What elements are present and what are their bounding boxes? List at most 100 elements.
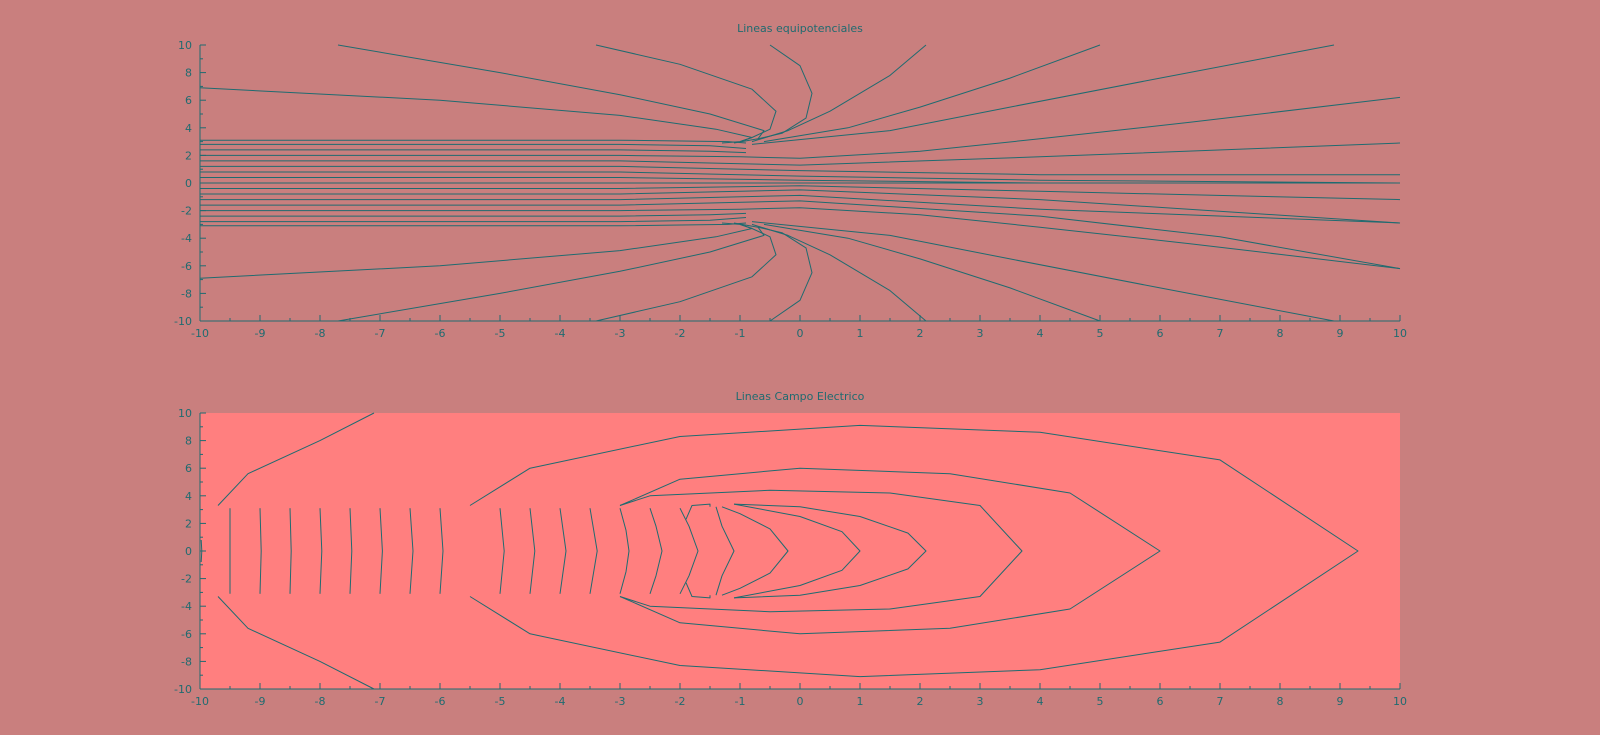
plot-2-series-line-6 (409, 508, 414, 594)
plot-2-x-tick-label: 6 (1157, 695, 1164, 708)
plot-1-series-line-2 (200, 149, 747, 154)
plot-2-x-tick-label: -10 (191, 695, 209, 708)
plot-2-y-tick-label: 2 (185, 517, 192, 530)
plot-2-series-line-14 (679, 507, 699, 595)
plot-2-series-line-17 (733, 503, 861, 599)
plot-2-series-line-25 (217, 596, 375, 690)
plot-2-axes: -10 -9 -8 -7 -6 -5 -4 -3 -2 -1 0 1 2 3 4 5 6 7 8 9 101086420… (174, 407, 1407, 708)
plot-2-y-tick-label: -8 (181, 655, 192, 668)
plot-2-y-tick-label: -6 (181, 628, 192, 641)
plot-1-series-line-9 (200, 185, 1401, 201)
plot-2-x-tick-label: 5 (1097, 695, 1104, 708)
plot-2-series-line-12 (619, 508, 630, 594)
plot-2-x-tick-label: -9 (255, 695, 266, 708)
plot-1-y-tick-label: 2 (185, 149, 192, 162)
plot-1-y-tick-label: 4 (185, 122, 192, 135)
plot-2-series-line-19 (685, 503, 711, 520)
plot-1-y-tick-label: -2 (181, 205, 192, 218)
plot-1-x-tick-label: -5 (495, 327, 506, 340)
plot-2-title: Lineas Campo Electrico (736, 390, 865, 403)
plot-1-x-tick-label: 1 (857, 327, 864, 340)
plot-2-series-line-3 (319, 508, 323, 594)
plot-1-x-tick-label: -10 (191, 327, 209, 340)
plot-2-x-tick-label: 4 (1037, 695, 1044, 708)
plot-2-y-tick-label: 8 (185, 435, 192, 448)
plot-2-area (200, 413, 1400, 689)
plot-1-x-tick-label: 0 (797, 327, 804, 340)
plot-1-title: Lineas equipotenciales (737, 22, 863, 35)
plot-2-series-line-23 (469, 424, 1359, 678)
plot-2-x-tick-label: -4 (555, 695, 566, 708)
plot-1-series-line-15 (200, 217, 747, 223)
plot-1-series-line-3 (200, 96, 1401, 159)
plot-1-y-tick-label: 10 (178, 39, 192, 52)
plot-1-y-tick-label: -4 (181, 232, 192, 245)
plot-2-x-tick-label: 0 (797, 695, 804, 708)
plot-1-y-tick-label: -8 (181, 287, 192, 300)
plot-1-x-tick-label: 9 (1337, 327, 1344, 340)
plot-1-y-tick-label: 0 (185, 177, 192, 190)
plot-2-x-tick-label: -1 (735, 695, 746, 708)
plot-1-series-line-10 (200, 189, 1401, 224)
plot-1-series-line-5 (200, 165, 1400, 176)
plot-1-y-tick-label: 8 (185, 67, 192, 80)
plot-2-x-tick-label: 10 (1393, 695, 1407, 708)
plot-2-y-tick-label: 6 (185, 462, 192, 475)
plot-2-series-line-7 (439, 508, 444, 594)
plot-1-x-tick-label: -1 (735, 327, 746, 340)
plot-1-x-tick-label: -7 (375, 327, 386, 340)
plot-1-series-line-19 (595, 44, 777, 143)
plot-2-series-line-4 (349, 508, 353, 594)
plot-1-x-tick-label: 3 (977, 327, 984, 340)
plot-1-x-tick-label: 2 (917, 327, 924, 340)
plot-2-x-tick-label: 8 (1277, 695, 1284, 708)
plot-2-y-tick-label: 4 (185, 490, 192, 503)
plot-1-series-line-29 (763, 223, 1101, 322)
plot-1-y-tick-label: -6 (181, 260, 192, 273)
plot-1-x-tick-label: -3 (615, 327, 626, 340)
plot-2-series-line-20 (685, 582, 711, 599)
plot-1-series-line-6 (200, 171, 1401, 184)
plot-1-series-line-13 (200, 207, 1401, 270)
plot-2-x-tick-label: -2 (675, 695, 686, 708)
plot-2-series-line-10 (559, 508, 567, 594)
plot-1-series-line-14 (200, 212, 747, 217)
plot-2-series-line-21 (619, 489, 1023, 613)
plot-2-series-line-5 (379, 508, 383, 594)
plot-equipotenciales: Lineas equipotenciales -10 -9 -8 -7 -6 -5 -4 -3… (174, 22, 1407, 340)
plot-1-series-line-23 (751, 44, 1335, 145)
plot-2-x-tick-label: 9 (1337, 695, 1344, 708)
plot-1-series (199, 44, 1401, 322)
plot-1-series-line-4 (200, 142, 1401, 166)
plot-2-y-tick-label: -10 (174, 683, 192, 696)
plot-2-series-line-9 (529, 508, 536, 594)
plot-1-x-tick-label: 8 (1277, 327, 1284, 340)
plot-1-x-tick-label: -4 (555, 327, 566, 340)
plot-1-x-tick-label: 10 (1393, 327, 1407, 340)
plot-1-x-tick-label: 7 (1217, 327, 1224, 340)
plot-2-series-line-1 (259, 508, 262, 594)
plot-2-series-line-18 (733, 503, 927, 599)
plot-1-x-tick-label: -9 (255, 327, 266, 340)
plot-1-x-tick-label: 4 (1037, 327, 1044, 340)
plot-campo-electrico: Lineas Campo Electrico -10 -9 -8 -7 -6 -5 -4 -3… (174, 390, 1407, 708)
plot-2-series-line-11 (589, 508, 598, 594)
plot-2-y-tick-label: 10 (178, 407, 192, 420)
plot-1-x-tick-label: -2 (675, 327, 686, 340)
plot-2-x-tick-label: -5 (495, 695, 506, 708)
plot-2-y-tick-label: -4 (181, 600, 192, 613)
plot-2-series-line-2 (289, 508, 292, 594)
plot-1-x-tick-label: -8 (315, 327, 326, 340)
plot-1-x-tick-label: -6 (435, 327, 446, 340)
plot-2-series-line-15 (715, 506, 735, 596)
plot-1-series-line-21 (751, 44, 927, 143)
plot-2-x-tick-label: 7 (1217, 695, 1224, 708)
plot-2-series-line-16 (721, 506, 789, 596)
plot-1-series-line-30 (751, 221, 1335, 322)
plot-2-series (200, 412, 1359, 690)
plot-1-axes: -10 -9 -8 -7 -6 -5 -4 -3 -2 -1 0 1 2 3 4 5 6 7 8 9 101086420… (174, 39, 1407, 340)
plot-2-series-line-24 (217, 412, 375, 506)
plot-1-series-line-28 (751, 223, 927, 322)
plot-1-series-line-27 (757, 226, 813, 322)
